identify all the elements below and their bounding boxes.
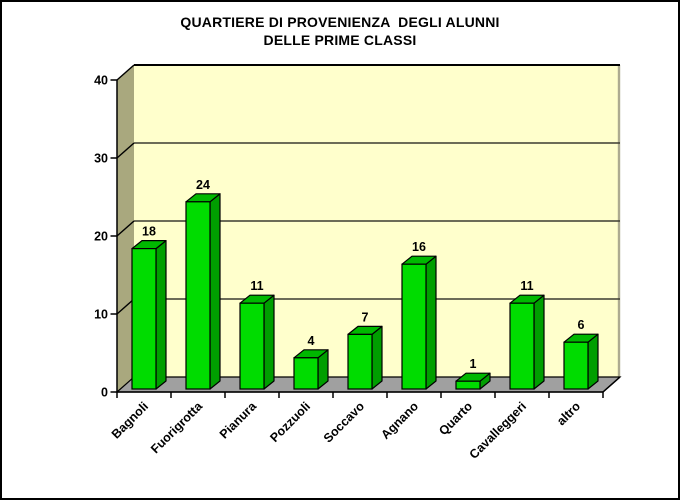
value-label-fuorigrotta: 24	[196, 178, 210, 192]
bar-soccavo	[347, 333, 373, 390]
bar-agnano	[401, 263, 427, 390]
chart-title: QUARTIERE DI PROVENIENZA DEGLI ALUNNI DE…	[2, 13, 678, 49]
grid-wall-segment-40	[116, 64, 135, 81]
y-tick-label-40: 40	[94, 74, 108, 88]
bar-pianura	[239, 302, 265, 390]
category-label-pozzuoli: Pozzuoli	[267, 399, 313, 445]
category-label-quarto: Quarto	[436, 399, 475, 438]
value-label-soccavo: 7	[362, 310, 369, 324]
value-label-pianura: 11	[250, 279, 263, 293]
value-label-agnano: 16	[412, 240, 426, 254]
bar-cavalleggeri	[509, 302, 535, 390]
y-tick-label-20: 20	[94, 230, 108, 244]
bar-side-altro	[587, 333, 599, 390]
bar-bagnoli	[131, 248, 157, 390]
category-label-soccavo: Soccavo	[321, 399, 368, 446]
category-label-bagnoli: Bagnoli	[109, 399, 151, 441]
category-label-altro: altro	[554, 399, 583, 428]
category-label-pianura: Pianura	[217, 398, 260, 441]
category-label-agnano: Agnano	[378, 399, 421, 442]
category-label-fuorigrotta: Fuorigrotta	[148, 398, 206, 456]
grid-wall-segment-30	[116, 142, 135, 159]
value-label-quarto: 1	[470, 357, 477, 371]
grid-wall-segment-10	[116, 298, 135, 315]
bar-side-pianura	[263, 294, 275, 390]
value-label-altro: 6	[578, 318, 585, 332]
bar-side-fuorigrotta	[209, 193, 221, 390]
chart-title-line2: DELLE PRIME CLASSI	[263, 32, 417, 48]
bar-quarto	[455, 380, 481, 390]
value-label-cavalleggeri: 11	[520, 279, 533, 293]
y-tick-label-0: 0	[101, 386, 108, 400]
bar-side-agnano	[425, 255, 437, 390]
chart-title-line1: QUARTIERE DI PROVENIENZA DEGLI ALUNNI	[180, 14, 500, 30]
bar-fuorigrotta	[185, 201, 211, 390]
bar-side-bagnoli	[155, 240, 167, 390]
value-label-pozzuoli: 4	[308, 334, 315, 348]
bar-side-soccavo	[371, 325, 383, 390]
y-tick-label-30: 30	[94, 152, 108, 166]
category-axis-depth-edge	[602, 376, 621, 393]
bar-altro	[563, 341, 589, 390]
category-label-cavalleggeri: Cavalleggeri	[467, 399, 529, 461]
value-label-bagnoli: 18	[142, 225, 156, 239]
bar-side-cavalleggeri	[533, 294, 545, 390]
grid-wall-segment-20	[116, 220, 135, 237]
y-tick-label-10: 10	[94, 308, 108, 322]
bar-pozzuoli	[293, 357, 319, 390]
